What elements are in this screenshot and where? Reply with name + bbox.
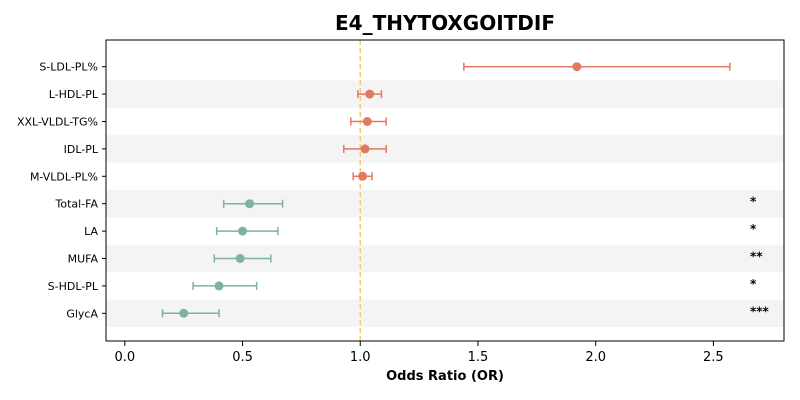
chart-title: E4_THYTOXGOITDIF xyxy=(335,11,555,35)
x-tick-label: 2.0 xyxy=(585,350,606,365)
or-point xyxy=(179,308,189,318)
row-band xyxy=(106,190,784,218)
y-tick-label: LA xyxy=(84,225,98,238)
x-tick-label: 1.5 xyxy=(468,350,489,365)
forest-row xyxy=(343,144,387,154)
or-point xyxy=(238,226,248,236)
significance-marker: * xyxy=(750,277,757,291)
forest-row xyxy=(357,89,383,99)
y-tick-label: MUFA xyxy=(68,253,99,266)
or-point xyxy=(572,62,582,72)
row-band xyxy=(106,244,784,273)
forest-row xyxy=(192,281,258,291)
forest-row xyxy=(350,117,387,126)
x-axis-label: Odds Ratio (OR) xyxy=(386,369,504,384)
y-tick-label: S-LDL-PL% xyxy=(39,61,98,74)
x-tick-label: 1.0 xyxy=(350,350,371,365)
or-point xyxy=(235,254,245,263)
x-tick-label: 0.5 xyxy=(232,350,253,365)
row-band xyxy=(106,80,784,108)
plot-frame xyxy=(105,39,785,342)
or-point xyxy=(362,117,372,126)
y-tick-label: IDL-PL xyxy=(64,143,99,156)
or-point xyxy=(360,144,370,154)
forest-row xyxy=(215,226,279,236)
y-tick-label: M-VLDL-PL% xyxy=(30,170,98,183)
or-point xyxy=(245,199,255,209)
or-point xyxy=(358,171,368,181)
row-bands xyxy=(106,80,784,327)
forest-row xyxy=(463,62,731,72)
data-rows: ******** xyxy=(161,62,770,318)
y-tick-label: XXL-VLDL-TG% xyxy=(17,116,98,129)
y-tick-label: L-HDL-PL xyxy=(49,88,99,101)
forest-row xyxy=(222,199,284,209)
forest-row xyxy=(161,308,220,318)
x-tick-label: 0.0 xyxy=(114,350,135,365)
significance-marker: * xyxy=(750,222,757,236)
significance-marker: * xyxy=(750,195,757,209)
significance-marker: *** xyxy=(750,304,770,318)
y-tick-label: GlycA xyxy=(66,307,98,320)
y-tick-label: Total-FA xyxy=(54,198,98,211)
y-axis: S-LDL-PL% L-HDL-PL XXL-VLDL-TG% IDL-PL M-VLD… xyxy=(17,61,106,320)
forest-row xyxy=(213,254,272,263)
or-point xyxy=(365,89,375,99)
significance-marker: ** xyxy=(750,250,763,264)
x-axis: 0.0 0.5 1.0 1.5 2.0 2.5 xyxy=(114,341,724,365)
y-tick-label: S-HDL-PL xyxy=(48,280,99,293)
or-point xyxy=(214,281,224,291)
forest-row xyxy=(352,171,373,181)
row-band xyxy=(106,135,784,163)
x-tick-label: 2.5 xyxy=(703,350,724,365)
